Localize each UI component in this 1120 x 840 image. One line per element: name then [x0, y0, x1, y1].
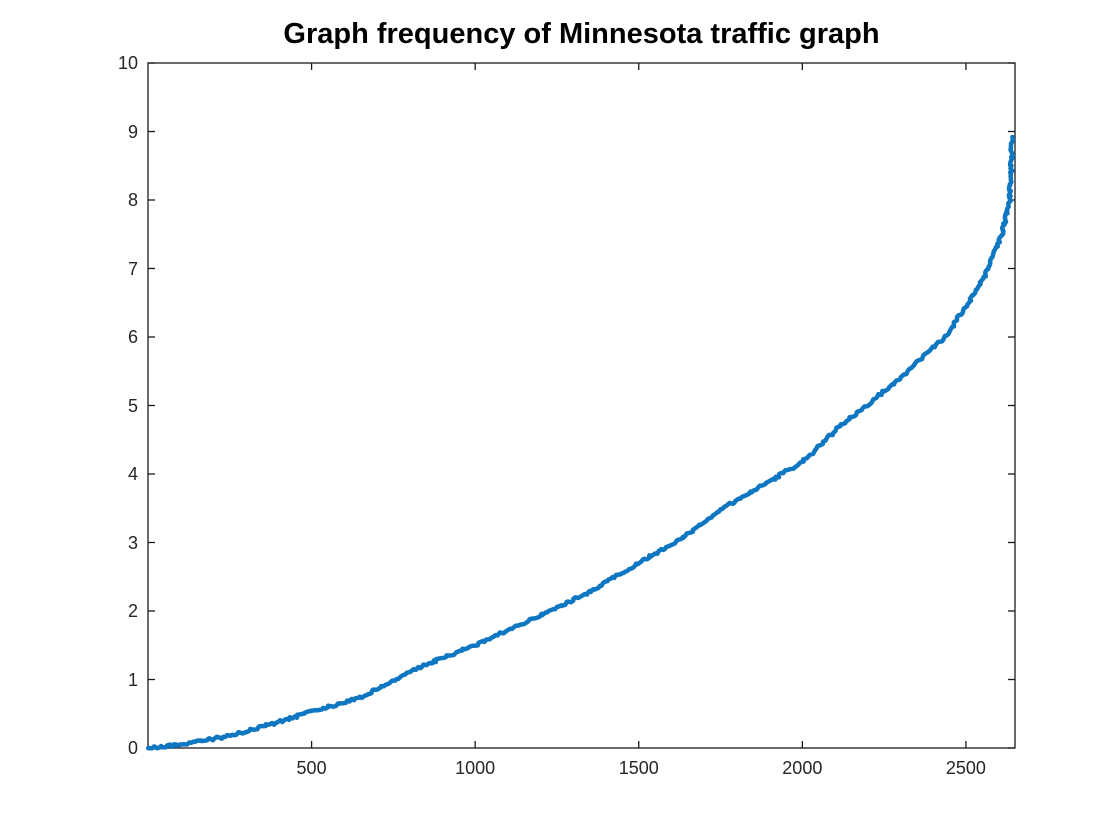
x-axis-tick-label: 1000: [455, 758, 496, 778]
x-axis-tick-label: 2000: [782, 758, 823, 778]
y-axis-tick-label: 0: [127, 738, 138, 758]
x-axis-tick-label: 1500: [618, 758, 659, 778]
y-axis-tick-label: 4: [127, 464, 138, 484]
y-axis-tick-label: 5: [127, 395, 138, 416]
y-axis-tick-label: 9: [127, 121, 138, 142]
chart-title: Graph frequency of Minnesota traffic gra…: [283, 18, 880, 50]
y-axis-tick-label: 2: [127, 601, 138, 621]
axes-box: [147, 62, 1016, 749]
y-axis-tick-label: 1: [127, 669, 138, 690]
y-axis-tick-label: 10: [117, 53, 138, 73]
y-axis-tick-label: 3: [127, 532, 138, 553]
x-axis-tick-label: 2500: [945, 758, 986, 778]
y-axis-tick-label: 6: [127, 327, 138, 347]
graph-frequency-curve: [145, 134, 1016, 751]
y-axis-tick-label: 7: [127, 258, 138, 279]
x-axis-tick-label: 500: [296, 758, 327, 778]
y-axis-tick-label: 8: [127, 190, 138, 210]
